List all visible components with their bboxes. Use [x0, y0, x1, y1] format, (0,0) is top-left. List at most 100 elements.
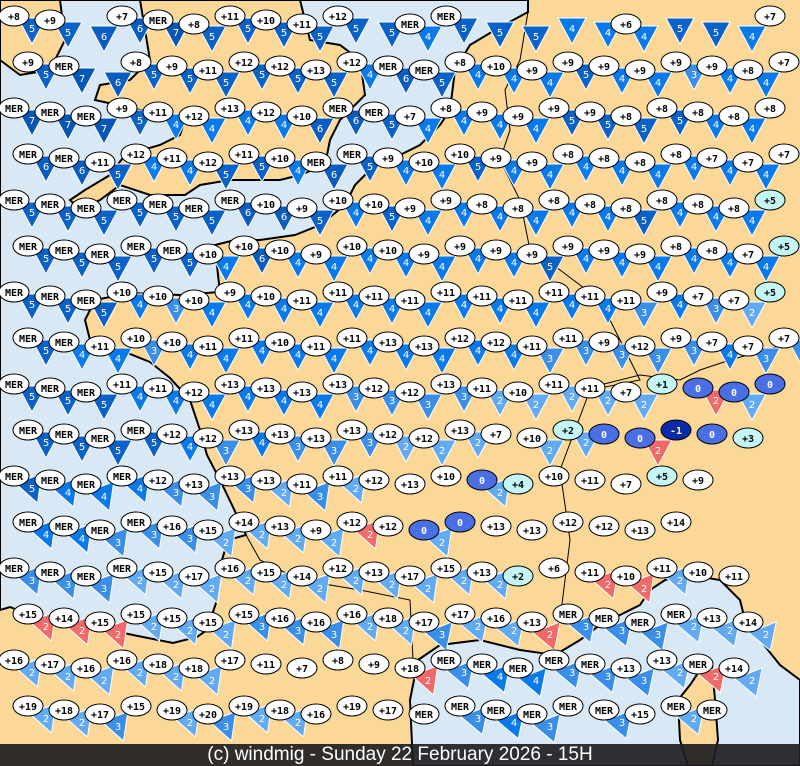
temperature-bubble — [408, 151, 440, 173]
temperature-label: +8 — [718, 197, 750, 219]
temperature-value: +9 — [562, 58, 574, 69]
wind-arrow-shape — [197, 301, 227, 330]
wind-speed-label: 2 — [749, 400, 755, 411]
temperature-label: +8 — [754, 97, 786, 119]
wind-arrow: 4 — [305, 301, 335, 330]
wind-speed-label: 5 — [569, 116, 575, 127]
temperature-value: +13 — [221, 104, 239, 115]
wind-speed-label: 2 — [295, 534, 301, 545]
temperature-bubble — [70, 197, 102, 219]
wind-speed-label: 2 — [367, 622, 373, 633]
temperature-label: +12 — [178, 105, 210, 127]
wind-speed-label: 2 — [259, 530, 265, 541]
wind-speed-label: 3 — [655, 354, 661, 365]
sea-station-label: MER — [552, 695, 584, 717]
sea-station-label: MER — [48, 55, 80, 77]
wind-speed-label: 2 — [547, 630, 553, 641]
temperature-label: +13 — [214, 465, 246, 487]
wind-arrow-shape — [485, 21, 515, 50]
temperature-bubble — [0, 373, 30, 395]
temperature-value: MER — [127, 518, 146, 529]
temperature-label: +10 — [264, 331, 296, 353]
sea-station-label: MER — [84, 427, 116, 449]
temperature-value: +8 — [598, 154, 610, 165]
temperature-label: +10 — [502, 381, 534, 403]
wind-speed-label: 3 — [713, 304, 719, 315]
wind-speed-label: 3 — [547, 722, 553, 733]
temperature-value: +11 — [293, 296, 311, 307]
temperature-bubble — [466, 469, 498, 491]
wind-speed-label: 5 — [43, 346, 49, 357]
temperature-bubble — [84, 335, 116, 357]
temperature-bubble — [718, 289, 750, 311]
temperature-label: +8 — [466, 193, 498, 215]
temperature-value: +9 — [692, 476, 704, 487]
temperature-label: +9 — [480, 239, 512, 261]
temperature-value: +8 — [454, 58, 466, 69]
temperature-bubble — [516, 519, 548, 541]
temperature-bubble — [624, 519, 656, 541]
temperature-label: +16 — [300, 703, 332, 725]
wind-speed-label: 4 — [749, 124, 755, 135]
temperature-label: +9 — [660, 51, 692, 73]
sea-station-label: MER — [34, 193, 66, 215]
temperature-value: MER — [19, 334, 38, 345]
temperature-value: +12 — [199, 158, 217, 169]
temperature-value: MER — [221, 196, 240, 207]
wind-arrow: 5 — [629, 117, 659, 146]
temperature-bubble — [768, 235, 800, 257]
temperature-value: +11 — [307, 342, 325, 353]
temperature-bubble — [588, 55, 620, 77]
sea-station-label: MER — [444, 695, 476, 717]
wind-speed-label: 5 — [281, 28, 287, 39]
temperature-bubble — [660, 603, 692, 625]
temperature-value: +17 — [379, 706, 397, 717]
temperature-bubble — [372, 423, 404, 445]
wind-speed-label: 3 — [389, 396, 395, 407]
sea-station-label: MER — [70, 105, 102, 127]
temperature-label: +10 — [322, 189, 354, 211]
temperature-label: +10 — [228, 235, 260, 257]
temperature-label: +11 — [228, 143, 260, 165]
wind-speed-label: 5 — [461, 24, 467, 35]
wind-arrow: 5 — [665, 17, 695, 46]
temperature-value: +12 — [235, 58, 253, 69]
temperature-label: 0 — [718, 381, 750, 403]
temperature-bubble — [444, 695, 476, 717]
temperature-bubble — [588, 331, 620, 353]
wind-speed-label: 4 — [79, 534, 85, 545]
temperature-label: +17 — [178, 565, 210, 587]
temperature-value: +9 — [598, 246, 610, 257]
wind-speed-label: 5 — [439, 78, 445, 89]
temperature-bubble — [538, 373, 570, 395]
wind-arrow: 5 — [701, 21, 731, 50]
temperature-value: +7 — [778, 334, 790, 345]
temperature-label: +10 — [192, 243, 224, 265]
temperature-bubble — [430, 189, 462, 211]
temperature-label: +8 — [732, 59, 764, 81]
temperature-value: +6 — [620, 20, 632, 31]
temperature-value: +18 — [185, 664, 203, 675]
wind-arrow: 3 — [535, 347, 565, 376]
sea-station-label: MER — [0, 281, 30, 303]
temperature-value: +12 — [451, 334, 469, 345]
wind-speed-label: 5 — [259, 162, 265, 173]
wind-speed-label: 4 — [281, 304, 287, 315]
temperature-label: +12 — [142, 469, 174, 491]
wind-arrow: 4 — [197, 393, 227, 422]
temperature-bubble — [106, 557, 138, 579]
wind-arrow: 4 — [535, 163, 565, 192]
wind-speed-label: 5 — [641, 124, 647, 135]
sea-station-label: MER — [430, 649, 462, 671]
temperature-value: +9 — [368, 660, 380, 671]
wind-arrow-shape — [305, 25, 335, 54]
temperature-value: +8 — [476, 200, 488, 211]
wind-speed-label: 5 — [187, 74, 193, 85]
sea-station-label: MER — [12, 419, 44, 441]
temperature-bubble — [70, 473, 102, 495]
wind-arrow: 2 — [531, 620, 561, 652]
temperature-value: +16 — [113, 656, 131, 667]
temperature-bubble — [0, 557, 30, 579]
wind-arrow-shape — [197, 393, 227, 422]
temperature-bubble — [34, 285, 66, 307]
